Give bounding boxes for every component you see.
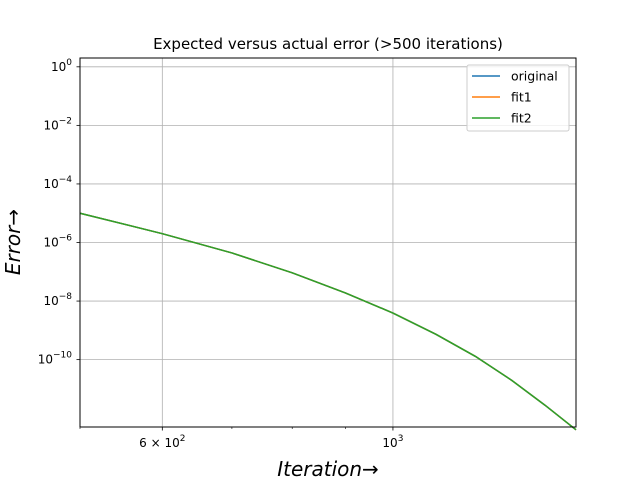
- x-tick-label: 6 × 102: [139, 434, 185, 450]
- y-tick-label: 10−8: [43, 292, 72, 308]
- x-axis-label: Iteration→: [277, 457, 379, 480]
- legend-box: [466, 64, 570, 132]
- legend-label-fit1: fit1: [511, 90, 532, 105]
- y-tick-label: 10−2: [43, 116, 72, 132]
- y-tick-label: 100: [51, 58, 72, 74]
- y-tick-label: 10−4: [43, 175, 72, 191]
- plot-frame: [79, 57, 577, 428]
- legend: original fit1 fit2: [466, 64, 570, 132]
- y-tick-label: 10−10: [38, 351, 73, 367]
- grid-layer: [80, 58, 576, 427]
- y-axis-label: Error→: [1, 209, 25, 275]
- series-layer: [79, 212, 577, 431]
- chart-title: Expected versus actual error (>500 itera…: [153, 35, 503, 53]
- x-tick-label: 103: [382, 434, 403, 450]
- legend-label-original: original: [511, 69, 558, 84]
- legend-label-fit2: fit2: [511, 111, 532, 126]
- ticks-layer: 100 10−2 10−4 10−6 10−8 10−10 6 × 102 103: [38, 58, 404, 450]
- series-line-fit2: [79, 212, 577, 431]
- y-tick-label: 10−6: [43, 234, 72, 250]
